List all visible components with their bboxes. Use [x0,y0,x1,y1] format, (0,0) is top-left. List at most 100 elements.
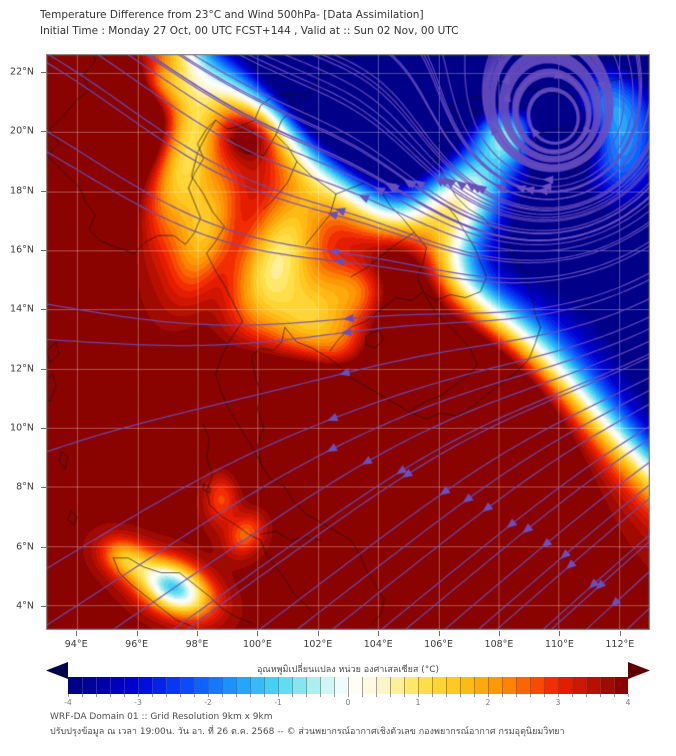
colorbar-minor-tick [530,694,531,697]
colorbar-minor-tick [348,694,349,697]
colorbar-segment-divider [418,677,419,694]
colorbar-minor-tick [334,694,335,697]
colorbar-tick-label: -1 [274,698,282,707]
colorbar-segment-divider [614,677,615,694]
colorbar-segment-divider [264,677,265,694]
latitude-tick-mark [41,190,46,192]
chart-title-block: Temperature Difference from 23°C and Win… [40,7,640,39]
longitude-tick-mark [499,631,500,636]
colorbar-minor-tick [68,694,69,697]
latitude-tick-label: 22°N [10,66,34,78]
colorbar-minor-tick [558,694,559,697]
colorbar-minor-tick [110,694,111,697]
map-plot-area [46,54,650,630]
colorbar-tick-label: -3 [134,698,142,707]
temperature-anomaly-heatmap-canvas [47,55,649,629]
colorbar-segment-divider [138,677,139,694]
colorbar-minor-tick [320,694,321,697]
longitude-tick-mark [197,631,198,636]
colorbar-tick-label: -2 [204,698,212,707]
colorbar-segment-divider [474,677,475,694]
latitude-tick-label: 12°N [10,363,34,375]
colorbar-minor-tick [222,694,223,697]
colorbar-ticks: -4 -3 -2 -1 0 1 2 3 4 [64,694,630,708]
longitude-tick-mark [378,631,380,636]
colorbar-segment-divider [208,677,209,694]
colorbar-segment-divider [432,677,433,694]
longitude-tick-label: 106°E [424,639,454,650]
latitude-tick-mark [41,131,46,133]
latitude-tick-mark [41,428,46,430]
latitude-axis: 4°N 6°N 8°N 10°N 12°N 14°N 16°N 18°N 20°N 22°N [0,54,46,630]
colorbar-segment-divider [460,677,461,694]
colorbar-segment-divider [376,677,377,694]
colorbar-segment-divider [292,677,293,694]
latitude-tick-mark [41,309,46,311]
longitude-tick-label: 112°E [605,639,635,650]
colorbar-segment-divider [488,677,489,694]
latitude-tick-label: 10°N [10,422,34,434]
colorbar-segment-divider [502,677,503,694]
colorbar-minor-tick [152,694,153,697]
footer-block: WRF-DA Domain 01 :: Grid Resolution 9km … [50,710,660,740]
colorbar-segment-divider [306,677,307,694]
colorbar-segment-divider [180,677,181,694]
colorbar-segment-divider [236,677,237,694]
latitude-tick-mark [41,71,46,73]
longitude-tick-label: 100°E [242,639,272,650]
colorbar-minor-tick [586,694,587,697]
colorbar-segment-divider [82,677,83,694]
colorbar-minor-tick [600,694,601,697]
colorbar-gradient-box [68,677,628,694]
latitude-tick-label: 4°N [16,600,34,612]
colorbar-segment-divider [222,677,223,694]
colorbar-minor-tick [614,694,615,697]
colorbar-tick-label: 2 [485,698,491,707]
colorbar-minor-tick [432,694,433,697]
latitude-tick-mark [41,546,46,548]
colorbar-label: อุณหพูมิเปลี่ยนแปลง หน่วย องศาเสลเซียส (… [256,665,440,675]
colorbar-minor-tick [628,694,629,697]
colorbar-minor-tick [82,694,83,697]
longitude-tick-mark [76,631,78,636]
colorbar-minor-tick [390,694,391,697]
colorbar-tick-label: 0 [345,698,351,707]
colorbar-minor-tick [194,694,195,697]
colorbar-minor-tick [264,694,265,697]
colorbar-minor-tick [180,694,181,697]
colorbar-minor-tick [474,694,475,697]
colorbar-segment-divider [348,677,349,694]
colorbar-segment-divider [320,677,321,694]
colorbar-minor-tick [208,694,209,697]
colorbar-minor-tick [460,694,461,697]
longitude-tick-label: 110°E [544,639,574,650]
longitude-tick-mark [317,631,319,636]
longitude-tick-mark [438,631,440,636]
colorbar-segment-divider [390,677,391,694]
latitude-tick-label: 20°N [10,125,34,137]
colorbar-segment-divider [278,677,279,694]
colorbar-over-arrow-icon [628,662,650,679]
colorbar-minor-tick [166,694,167,697]
colorbar-minor-tick [502,694,503,697]
latitude-tick-label: 6°N [16,541,34,553]
colorbar-segment-divider [124,677,125,694]
colorbar-segment-divider [166,677,167,694]
colorbar-segment-divider [558,677,559,694]
colorbar-segment-divider [110,677,111,694]
colorbar-segment-divider [404,677,405,694]
colorbar-segment-divider [446,677,447,694]
longitude-tick-label: 94°E [64,639,88,650]
longitude-tick-label: 96°E [125,639,149,650]
colorbar-minor-tick [418,694,419,697]
colorbar-minor-tick [306,694,307,697]
longitude-tick-mark [619,631,621,636]
longitude-tick-label: 108°E [484,639,514,650]
colorbar-minor-tick [138,694,139,697]
longitude-tick-mark [559,631,561,636]
longitude-tick-label: 98°E [185,639,209,650]
colorbar-segment-divider [544,677,545,694]
colorbar-minor-tick [572,694,573,697]
longitude-tick-mark [136,631,138,636]
colorbar-segment-divider [600,677,601,694]
